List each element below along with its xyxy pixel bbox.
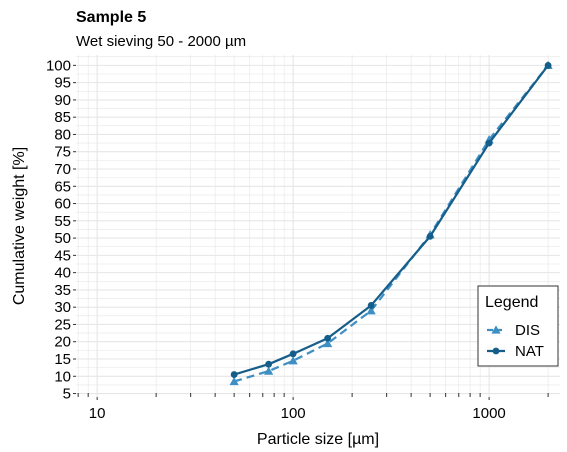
y-tick-label: 20 <box>54 334 71 351</box>
y-axis-title: Cumulative weight [%] <box>11 147 28 305</box>
data-point-nat <box>230 371 238 378</box>
y-tick-label: 15 <box>54 351 71 368</box>
y-tick-label: 90 <box>54 92 71 109</box>
y-tick-label: 45 <box>54 247 71 264</box>
y-tick-label: 5 <box>63 386 71 403</box>
chart-subtitle: Wet sieving 50 - 2000 µm <box>76 33 246 50</box>
series-line-nat <box>233 64 549 376</box>
y-tick-label: 80 <box>54 126 71 143</box>
legend-marker-nat <box>492 347 500 355</box>
data-point-nat <box>485 139 493 147</box>
legend-label-dis: DIS <box>515 322 540 339</box>
y-tick-label: 50 <box>54 230 71 247</box>
legend-title: Legend <box>485 294 538 311</box>
y-tick-label: 60 <box>54 196 71 213</box>
x-tick-label: 100 <box>281 405 306 422</box>
y-tick-label: 10 <box>54 368 71 385</box>
y-tick-label: 35 <box>54 282 71 299</box>
data-point-dis <box>366 306 376 315</box>
y-tick-label: 55 <box>54 213 71 230</box>
data-point-dis <box>229 376 239 386</box>
data-point-nat <box>367 302 375 309</box>
y-tick-label: 30 <box>54 299 71 316</box>
x-tick-label: 10 <box>89 405 106 422</box>
x-axis-title: Particle size [µm] <box>257 431 379 448</box>
y-tick-label: 65 <box>54 178 71 195</box>
data-point-dis <box>288 356 298 365</box>
y-tick-label: 75 <box>54 144 71 161</box>
grid-minor <box>76 55 560 397</box>
y-tick-label: 100 <box>46 57 71 74</box>
data-point-dis <box>323 338 333 348</box>
series-layer <box>229 60 553 386</box>
legend: Legend DIS NAT <box>477 285 559 367</box>
x-minor-ticks <box>77 393 549 397</box>
data-point-nat <box>544 61 552 69</box>
legend-entries: DIS NAT <box>487 322 544 360</box>
y-tick-label: 25 <box>54 316 71 333</box>
x-axis-ticks: 10 100 1000 <box>89 397 506 422</box>
data-point-nat <box>426 232 434 240</box>
x-tick-label: 1000 <box>472 405 505 422</box>
data-point-dis <box>264 366 274 375</box>
legend-label-nat: NAT <box>515 343 544 360</box>
y-tick-label: 85 <box>54 109 71 126</box>
y-tick-label: 95 <box>54 75 71 92</box>
y-tick-label: 70 <box>54 161 71 178</box>
chart-title: Sample 5 <box>76 9 146 26</box>
legend-marker-dis <box>491 325 501 334</box>
data-point-nat <box>324 334 332 342</box>
data-point-nat <box>289 350 297 358</box>
data-point-nat <box>265 360 273 368</box>
legend-box <box>477 285 559 367</box>
series-line-dis <box>233 64 549 383</box>
y-tick-label: 40 <box>54 265 71 282</box>
